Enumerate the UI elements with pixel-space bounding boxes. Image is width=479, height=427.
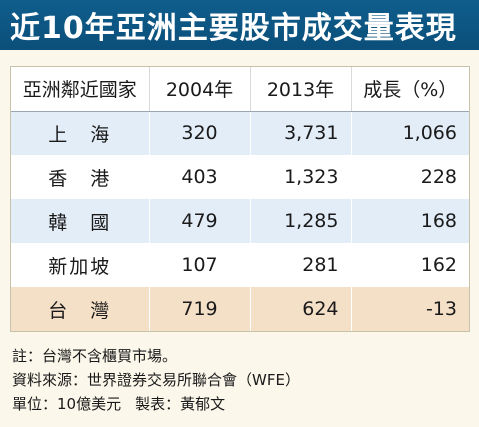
table-row: 新加坡 107 281 162 [11,243,469,287]
cell-2013: 3,731 [250,111,352,155]
table-row: 韓 國 479 1,285 168 [11,199,469,243]
cell-2004: 107 [149,243,251,287]
cell-country: 新加坡 [11,243,150,287]
cell-2013: 624 [250,287,352,331]
table-row: 香 港 403 1,323 228 [11,155,469,199]
header-country: 亞洲鄰近國家 [11,67,150,112]
note-text: 註：台灣不含櫃買市場。 [12,347,178,365]
table-header-row: 亞洲鄰近國家 2004年 2013年 成長（%） [11,67,469,112]
cell-2013: 281 [250,243,352,287]
volume-table: 亞洲鄰近國家 2004年 2013年 成長（%） 上 海 320 3,731 1,06… [11,67,469,331]
table-row: 台 灣 719 624 -13 [11,287,469,331]
cell-2013: 1,285 [250,199,352,243]
unit-line: 單位：10億美元 製表：黃郁文 [12,392,472,416]
header-2013: 2013年 [250,67,352,112]
cell-2004: 719 [149,287,251,331]
cell-2013: 1,323 [250,155,352,199]
unit-text: 單位：10億美元 [12,395,122,413]
cell-2004: 403 [149,155,251,199]
cell-country: 韓 國 [11,199,150,243]
header-growth: 成長（%） [351,67,469,112]
cell-country: 上 海 [11,111,150,155]
cell-2004: 479 [149,199,251,243]
cell-2004: 320 [149,111,251,155]
table-row: 上 海 320 3,731 1,066 [11,111,469,155]
cell-growth: 162 [420,254,457,276]
cell-country: 台 灣 [11,287,150,331]
header-2004: 2004年 [149,67,251,112]
data-table: 亞洲鄰近國家 2004年 2013年 成長（%） 上 海 320 3,731 1,06… [10,66,470,332]
cell-growth: 168 [420,210,457,232]
cell-growth: -13 [425,298,457,320]
source-text: 資料來源：世界證券交易所聯合會（WFE） [12,371,300,389]
cell-growth: 1,066 [402,122,457,145]
chart-title: 近10年亞洲主要股市成交量表現 [0,0,479,50]
cell-country: 香 港 [11,155,150,199]
cell-growth: 228 [420,166,457,188]
producer-text: 製表：黃郁文 [135,395,226,413]
notes: 註：台灣不含櫃買市場。 資料來源：世界證券交易所聯合會（WFE） 單位：10億美… [12,344,472,416]
